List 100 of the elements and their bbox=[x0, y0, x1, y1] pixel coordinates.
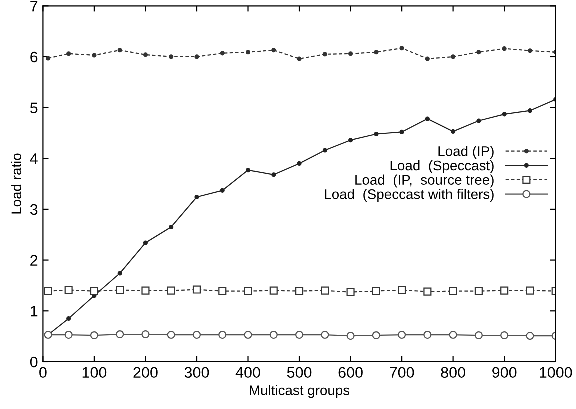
point bbox=[143, 52, 148, 58]
point bbox=[297, 56, 302, 62]
point bbox=[424, 288, 432, 296]
point bbox=[400, 130, 404, 134]
y-tick-label: 4 bbox=[30, 154, 38, 164]
point bbox=[246, 50, 251, 55]
point bbox=[322, 52, 328, 57]
x-axis-title: Multicast groups bbox=[250, 385, 350, 398]
point bbox=[474, 287, 483, 296]
x-tick-label: 0 bbox=[40, 367, 47, 378]
point bbox=[476, 118, 482, 124]
point bbox=[295, 330, 304, 340]
point bbox=[66, 52, 72, 56]
point bbox=[194, 194, 200, 200]
point bbox=[220, 51, 225, 56]
point bbox=[400, 46, 404, 51]
point bbox=[346, 288, 355, 296]
point bbox=[218, 330, 227, 340]
point bbox=[348, 52, 354, 56]
point bbox=[321, 330, 330, 340]
x-tick-label: 100 bbox=[82, 367, 107, 378]
point bbox=[118, 271, 122, 276]
point bbox=[192, 286, 202, 294]
point bbox=[346, 332, 355, 340]
point bbox=[372, 332, 380, 340]
point bbox=[143, 240, 148, 246]
x-tick-label: 1000 bbox=[540, 367, 572, 378]
point bbox=[272, 48, 276, 53]
point bbox=[502, 112, 507, 117]
point bbox=[449, 330, 458, 340]
point bbox=[118, 48, 122, 53]
point bbox=[116, 286, 124, 294]
point bbox=[169, 224, 174, 230]
x-tick-label: 500 bbox=[287, 367, 312, 378]
point bbox=[502, 46, 507, 52]
point bbox=[244, 287, 252, 296]
point bbox=[528, 108, 532, 114]
point bbox=[167, 330, 176, 340]
point bbox=[142, 330, 150, 339]
point bbox=[474, 332, 483, 340]
y-tick-label: 2 bbox=[30, 255, 38, 266]
point bbox=[500, 332, 509, 340]
point bbox=[476, 50, 482, 55]
x-tick-label: 900 bbox=[492, 367, 517, 378]
point bbox=[167, 286, 176, 295]
point bbox=[321, 286, 330, 295]
point bbox=[64, 286, 73, 294]
point bbox=[500, 286, 509, 295]
point bbox=[398, 286, 406, 294]
legend-label: Load (IP) bbox=[438, 146, 494, 160]
y-tick-label: 6 bbox=[30, 52, 38, 63]
point bbox=[526, 286, 534, 295]
point bbox=[425, 116, 430, 122]
point bbox=[244, 330, 252, 340]
legend-label: Load (IP, source tree) bbox=[356, 174, 494, 188]
point bbox=[90, 287, 98, 296]
x-tick-label: 300 bbox=[184, 367, 210, 378]
point bbox=[142, 286, 150, 295]
point bbox=[192, 330, 202, 340]
point bbox=[169, 54, 174, 60]
point bbox=[374, 50, 379, 55]
y-tick-label: 1 bbox=[31, 306, 38, 317]
legend-label: Load (Speccast with filters) bbox=[325, 189, 494, 202]
point bbox=[92, 53, 97, 58]
point bbox=[44, 287, 52, 296]
x-tick-label: 700 bbox=[390, 367, 414, 378]
y-axis-title: Load ratio bbox=[11, 154, 22, 214]
point bbox=[348, 138, 354, 143]
point bbox=[194, 54, 200, 60]
point bbox=[270, 286, 278, 295]
point bbox=[295, 287, 304, 296]
y-tick-label: 5 bbox=[30, 102, 38, 114]
point bbox=[297, 161, 302, 166]
point bbox=[528, 48, 532, 54]
point bbox=[116, 330, 124, 339]
y-tick-label: 0 bbox=[30, 356, 38, 368]
point bbox=[424, 330, 432, 340]
y-tick-label: 3 bbox=[30, 204, 38, 216]
point bbox=[425, 56, 430, 62]
point bbox=[46, 56, 51, 61]
point bbox=[451, 54, 456, 60]
point bbox=[374, 132, 379, 137]
point bbox=[449, 287, 458, 296]
point bbox=[270, 330, 278, 340]
x-tick-label: 600 bbox=[338, 367, 363, 378]
y-tick-label: 7 bbox=[30, 1, 38, 12]
point bbox=[372, 287, 380, 296]
point bbox=[218, 287, 227, 296]
point bbox=[526, 332, 534, 340]
point bbox=[322, 148, 328, 153]
point bbox=[64, 330, 73, 340]
x-tick-label: 200 bbox=[134, 367, 158, 378]
x-tick-label: 800 bbox=[441, 367, 466, 378]
point bbox=[90, 332, 98, 340]
legend-label: Load (Speccast) bbox=[390, 160, 494, 174]
point bbox=[246, 168, 251, 173]
point bbox=[451, 129, 456, 134]
point bbox=[220, 188, 225, 193]
point bbox=[398, 330, 406, 340]
x-tick-label: 400 bbox=[236, 367, 260, 378]
